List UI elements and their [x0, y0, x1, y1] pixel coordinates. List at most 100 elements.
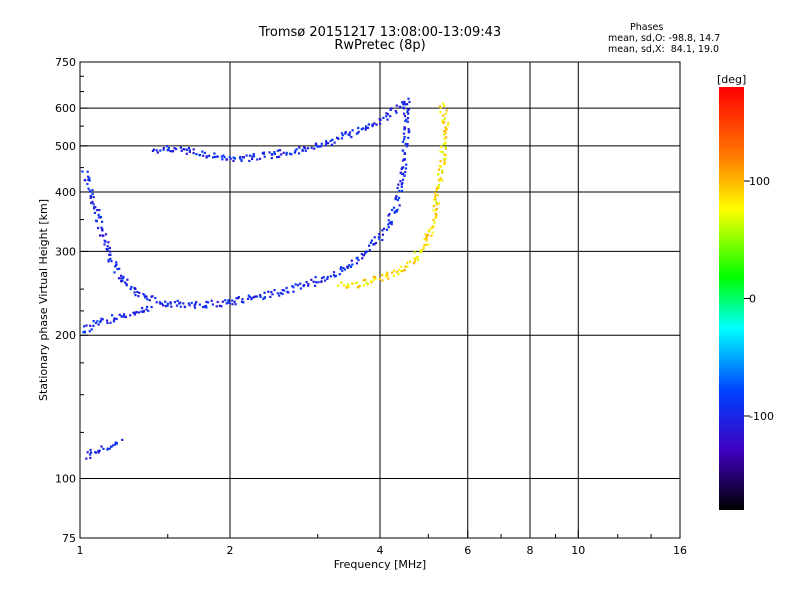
data-point — [232, 159, 235, 162]
data-point — [238, 157, 242, 160]
data-points — [81, 97, 450, 460]
data-point — [402, 103, 405, 106]
data-point — [368, 249, 371, 252]
data-point — [270, 290, 273, 294]
data-point — [108, 253, 111, 256]
data-point — [227, 301, 230, 304]
data-point — [327, 142, 330, 145]
data-point — [90, 201, 93, 205]
data-point — [113, 317, 116, 320]
data-point — [288, 152, 292, 155]
data-point — [440, 145, 443, 148]
data-point — [102, 234, 105, 237]
data-point — [400, 183, 403, 186]
data-point — [424, 233, 427, 236]
data-point — [430, 234, 433, 237]
data-point — [338, 273, 341, 276]
data-point — [437, 202, 440, 205]
data-point — [347, 285, 350, 288]
data-point — [195, 153, 198, 156]
data-point — [397, 272, 400, 276]
data-point — [394, 210, 397, 213]
data-point — [263, 291, 266, 294]
data-point — [310, 146, 313, 149]
data-point — [371, 125, 374, 128]
data-point — [341, 269, 344, 272]
data-point — [159, 302, 162, 305]
data-point — [145, 295, 148, 298]
data-point — [334, 274, 337, 277]
data-point — [86, 170, 89, 173]
data-point — [403, 174, 406, 177]
data-point — [109, 250, 112, 253]
data-point — [401, 149, 404, 152]
data-point — [386, 113, 390, 116]
data-point — [390, 107, 393, 110]
data-point — [286, 290, 289, 293]
data-point — [373, 276, 376, 279]
data-point — [407, 130, 411, 133]
data-point — [387, 226, 390, 229]
data-point — [444, 147, 447, 150]
data-point — [406, 110, 409, 113]
data-point — [436, 187, 439, 190]
data-point — [351, 129, 354, 132]
data-point — [384, 273, 387, 276]
data-point — [436, 194, 439, 197]
data-point — [247, 294, 250, 297]
colorbar-tick-label: 0 — [749, 293, 756, 306]
data-point — [379, 122, 382, 125]
data-point — [88, 179, 91, 182]
data-point — [262, 297, 265, 300]
data-point — [104, 240, 107, 243]
data-point — [361, 257, 364, 260]
data-point — [399, 171, 402, 174]
data-point — [255, 295, 259, 298]
y-tick-label: 100 — [55, 473, 76, 486]
data-point — [299, 287, 302, 290]
y-tick-label: 500 — [55, 140, 76, 153]
data-point — [443, 153, 446, 156]
data-point — [107, 241, 110, 244]
data-point — [239, 155, 242, 159]
data-point — [443, 104, 446, 107]
data-point — [404, 171, 407, 174]
data-point — [404, 103, 407, 106]
data-point — [175, 148, 178, 151]
data-point — [362, 279, 365, 282]
data-point — [412, 262, 416, 265]
data-point — [271, 153, 274, 156]
data-point — [115, 261, 118, 264]
data-point — [228, 301, 231, 305]
data-point — [290, 153, 293, 156]
phases-x-stats: mean, sd,X: 84.1, 19.0 — [608, 44, 720, 55]
data-point — [262, 151, 265, 154]
data-point — [404, 265, 407, 268]
data-point — [427, 230, 430, 233]
data-point — [152, 148, 156, 151]
data-point — [333, 141, 336, 144]
data-point — [280, 153, 283, 156]
data-point — [443, 117, 446, 120]
data-point — [82, 331, 85, 334]
data-point — [94, 321, 97, 325]
data-point — [91, 192, 94, 196]
data-point — [401, 140, 405, 143]
data-point — [390, 221, 393, 224]
data-point — [329, 139, 332, 142]
data-point — [281, 292, 284, 296]
data-point — [441, 169, 444, 172]
data-point — [313, 147, 316, 150]
data-point — [301, 148, 304, 151]
data-point — [413, 257, 417, 260]
data-point — [117, 277, 121, 280]
data-point — [355, 262, 358, 265]
data-point — [360, 128, 363, 131]
data-point — [424, 243, 428, 246]
data-point — [222, 154, 225, 157]
data-point — [406, 108, 409, 111]
data-point — [434, 216, 437, 220]
phases-title: Phases — [630, 22, 664, 33]
data-point — [108, 447, 111, 450]
data-point — [347, 133, 350, 136]
